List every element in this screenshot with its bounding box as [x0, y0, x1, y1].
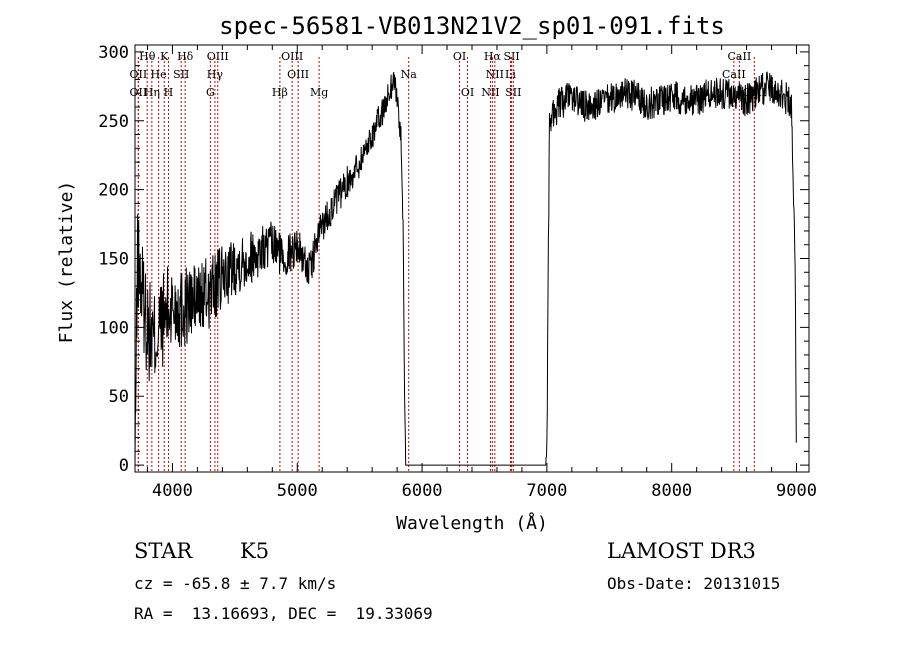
spectral-line-label: OIII [207, 50, 229, 63]
spectral-line-label: OI [453, 50, 466, 63]
object-class: STAR [134, 539, 193, 563]
coordinates: RA = 13.16693, DEC = 19.33069 [134, 604, 433, 623]
spectral-line-label: SII [505, 86, 521, 99]
plot-frame [134, 44, 810, 473]
spectral-line-label: Mg [310, 86, 328, 99]
object-subclass: K5 [240, 539, 270, 563]
spectral-line-label: Hγ [207, 68, 224, 81]
y-tick-label: 0 [119, 456, 129, 476]
spectral-line-label: K [160, 50, 169, 63]
spectrum-chart: spec-56581-VB013N21V2_sp01-091.fits Hθ K H… [56, 12, 817, 534]
spectral-line-label: Li [505, 68, 516, 81]
y-tick-label: 300 [98, 43, 129, 63]
spectrum-series-line [134, 71, 797, 466]
spectral-line-label: H [164, 86, 174, 99]
redshift-text: cz = -65.8 ± 7.7 km/s [134, 574, 337, 593]
spectral-line-label: OIII [287, 68, 309, 81]
x-tick-label: 5000 [277, 481, 318, 501]
y-tick-label: 50 [109, 387, 129, 407]
spectral-line-label: SII [503, 50, 519, 63]
spectral-line-label: Hδ [177, 50, 194, 63]
x-tick-label: 6000 [402, 481, 443, 501]
y-tick-label: 100 [98, 318, 129, 338]
x-tick-label: 9000 [776, 481, 817, 501]
axis-ticks: 4000 5000 6000 7000 8000 9000 0 50 100 150 200 250 3… [98, 43, 817, 501]
spectral-line-label: NII [486, 68, 504, 81]
spectral-line-label: OIII [281, 50, 303, 63]
chart-title: spec-56581-VB013N21V2_sp01-091.fits [219, 12, 725, 40]
spectral-line-label: Hθ [139, 50, 156, 63]
spectral-line-label: CaII [728, 50, 752, 63]
spectral-line-label: NII [481, 86, 499, 99]
observation-date: Obs-Date: 20131015 [607, 574, 781, 593]
y-axis-label: Flux (relative) [56, 181, 77, 344]
y-tick-label: 200 [98, 181, 129, 201]
spectral-line-label: OI [461, 86, 474, 99]
x-tick-label: 8000 [651, 481, 692, 501]
spectral-line-label: OII [130, 86, 148, 99]
spectrum-plot: spec-56581-VB013N21V2_sp01-091.fits Hθ K H… [56, 12, 817, 534]
spectral-line-label: Hβ [272, 86, 288, 99]
x-tick-label: 7000 [526, 481, 567, 501]
spectral-line-label: Na [401, 68, 418, 81]
spectral-line-label: Hη [144, 86, 160, 99]
y-tick-label: 150 [98, 250, 129, 270]
y-tick-label: 250 [98, 112, 129, 132]
spectral-line-label: He [151, 68, 167, 81]
spectral-line-label: Hα [484, 50, 502, 63]
spectral-line-label: CaII [722, 68, 746, 81]
x-tick-label: 4000 [152, 481, 193, 501]
x-axis-label: Wavelength (Å) [396, 512, 548, 534]
spectral-line-label: G [206, 86, 215, 99]
survey-name: LAMOST DR3 [607, 539, 756, 563]
spectral-line-label: SII [173, 68, 189, 81]
